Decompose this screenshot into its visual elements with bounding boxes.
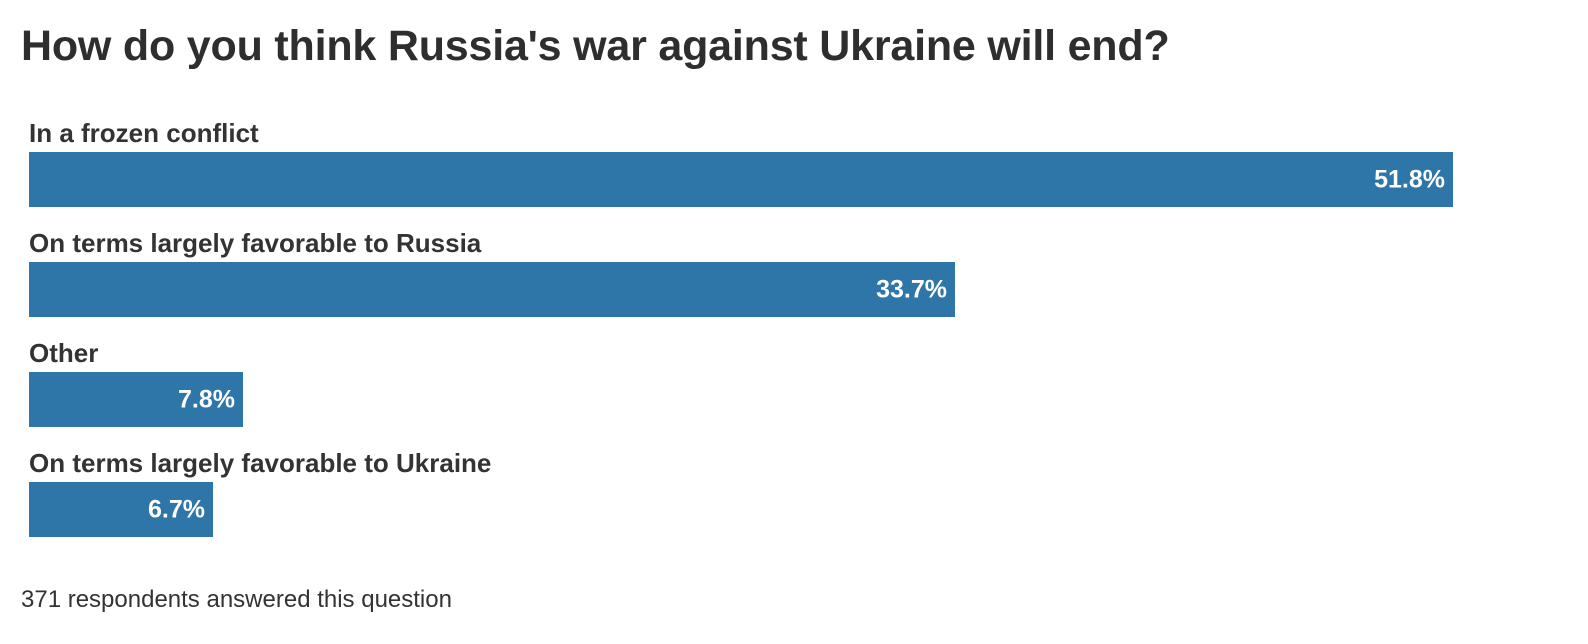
bar-row: On terms largely favorable to Russia 33.7… [29, 220, 1481, 330]
bar-row: In a frozen conflict 51.8% [29, 110, 1481, 220]
bar: 51.8% [29, 152, 1453, 207]
category-label: In a frozen conflict [29, 118, 259, 148]
bar-row: On terms largely favorable to Ukraine 6.7… [29, 440, 1481, 550]
category-label: On terms largely favorable to Ukraine [29, 448, 492, 478]
bar: 6.7% [29, 482, 213, 537]
value-label: 6.7% [148, 495, 205, 523]
bar-row: Other 7.8% [29, 330, 1481, 440]
bar: 7.8% [29, 372, 243, 427]
value-label: 33.7% [876, 275, 947, 303]
value-label: 7.8% [178, 385, 235, 413]
value-label: 51.8% [1374, 165, 1445, 193]
respondents-footnote: 371 respondents answered this question [21, 586, 452, 613]
category-label: Other [29, 338, 99, 368]
chart-title: How do you think Russia's war against Uk… [21, 22, 1170, 70]
bar: 33.7% [29, 262, 955, 317]
category-label: On terms largely favorable to Russia [29, 228, 482, 258]
